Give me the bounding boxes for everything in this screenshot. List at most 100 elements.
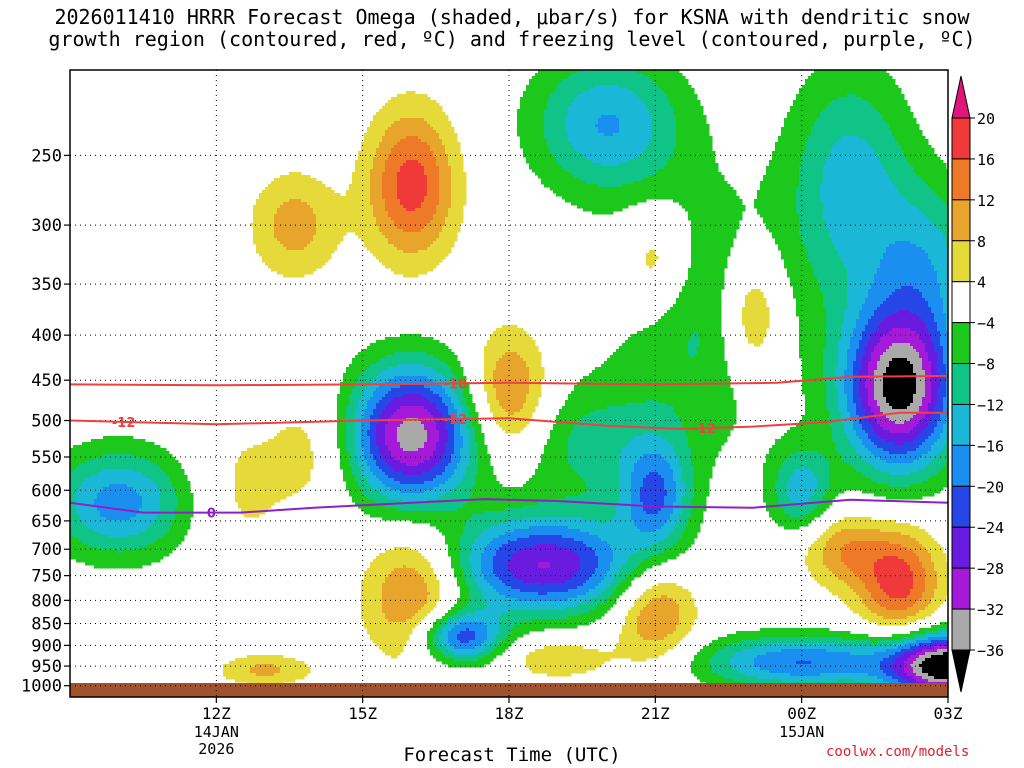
omega-cell (400, 160, 404, 164)
omega-cell (421, 178, 425, 182)
omega-cell (613, 130, 617, 134)
omega-cell (631, 178, 635, 182)
omega-cell (652, 151, 656, 155)
omega-cell (907, 109, 911, 113)
omega-cell (640, 160, 644, 164)
omega-cell (874, 175, 878, 179)
omega-cell (883, 142, 887, 146)
omega-cell (604, 73, 608, 77)
omega-cell (868, 112, 872, 116)
omega-cell (694, 100, 698, 104)
omega-cell (445, 163, 449, 167)
omega-cell (544, 139, 548, 143)
omega-cell (559, 118, 563, 122)
omega-cell (379, 145, 383, 149)
omega-cell (382, 160, 386, 164)
omega-cell (571, 73, 575, 77)
omega-cell (658, 139, 662, 143)
omega-cell (550, 106, 554, 110)
omega-cell (589, 163, 593, 167)
omega-cell (538, 136, 542, 140)
omega-cell (451, 136, 455, 140)
omega-cell (889, 136, 893, 140)
omega-cell (397, 145, 401, 149)
omega-cell (283, 178, 287, 182)
omega-cell (541, 82, 545, 86)
omega-cell (682, 148, 686, 152)
omega-cell (889, 166, 893, 170)
omega-cell (652, 91, 656, 95)
omega-cell (565, 121, 569, 125)
omega-cell (547, 100, 551, 104)
omega-cell (886, 91, 890, 95)
omega-cell (916, 175, 920, 179)
omega-cell (853, 88, 857, 92)
omega-cell (571, 130, 575, 134)
omega-cell (880, 142, 884, 146)
omega-cell (925, 145, 929, 149)
omega-cell (880, 79, 884, 83)
omega-cell (673, 115, 677, 119)
omega-cell (688, 94, 692, 98)
omega-cell (442, 145, 446, 149)
omega-cell (415, 121, 419, 125)
omega-cell (304, 178, 308, 182)
omega-cell (619, 112, 623, 116)
omega-cell (604, 97, 608, 101)
omega-cell (844, 115, 848, 119)
omega-cell (817, 121, 821, 125)
omega-cell (556, 178, 560, 182)
omega-cell (541, 109, 545, 113)
omega-cell (649, 166, 653, 170)
omega-cell (412, 118, 416, 122)
omega-cell (856, 169, 860, 173)
omega-cell (538, 169, 542, 173)
omega-cell (553, 103, 557, 107)
omega-cell (589, 157, 593, 161)
omega-cell (598, 139, 602, 143)
omega-cell (673, 139, 677, 143)
omega-cell (688, 142, 692, 146)
omega-cell (817, 142, 821, 146)
omega-cell (853, 73, 857, 77)
omega-cell (856, 109, 860, 113)
omega-cell (793, 145, 797, 149)
omega-cell (607, 175, 611, 179)
omega-cell (523, 142, 527, 146)
omega-cell (556, 160, 560, 164)
omega-cell (406, 109, 410, 113)
omega-cell (820, 127, 824, 131)
omega-cell (928, 169, 932, 173)
omega-cell (526, 103, 530, 107)
omega-cell (814, 148, 818, 152)
omega-cell (385, 124, 389, 128)
omega-cell (454, 169, 458, 173)
omega-cell (691, 88, 695, 92)
omega-cell (535, 73, 539, 77)
omega-cell (391, 178, 395, 182)
omega-cell (412, 157, 416, 161)
omega-cell (658, 166, 662, 170)
omega-cell (859, 163, 863, 167)
omega-cell (841, 175, 845, 179)
omega-cell (841, 136, 845, 140)
omega-cell (418, 163, 422, 167)
omega-cell (559, 91, 563, 95)
omega-cell (835, 172, 839, 176)
omega-cell (628, 109, 632, 113)
omega-cell (517, 112, 521, 116)
omega-cell (811, 121, 815, 125)
omega-cell (412, 178, 416, 182)
omega-cell (373, 151, 377, 155)
omega-cell (400, 100, 404, 104)
omega-cell (376, 133, 380, 137)
omega-cell (373, 178, 377, 182)
omega-cell (535, 109, 539, 113)
omega-cell (856, 124, 860, 128)
omega-cell (703, 124, 707, 128)
omega-cell (640, 130, 644, 134)
omega-cell (631, 151, 635, 155)
omega-cell (607, 121, 611, 125)
omega-cell (916, 166, 920, 170)
omega-cell (562, 109, 566, 113)
